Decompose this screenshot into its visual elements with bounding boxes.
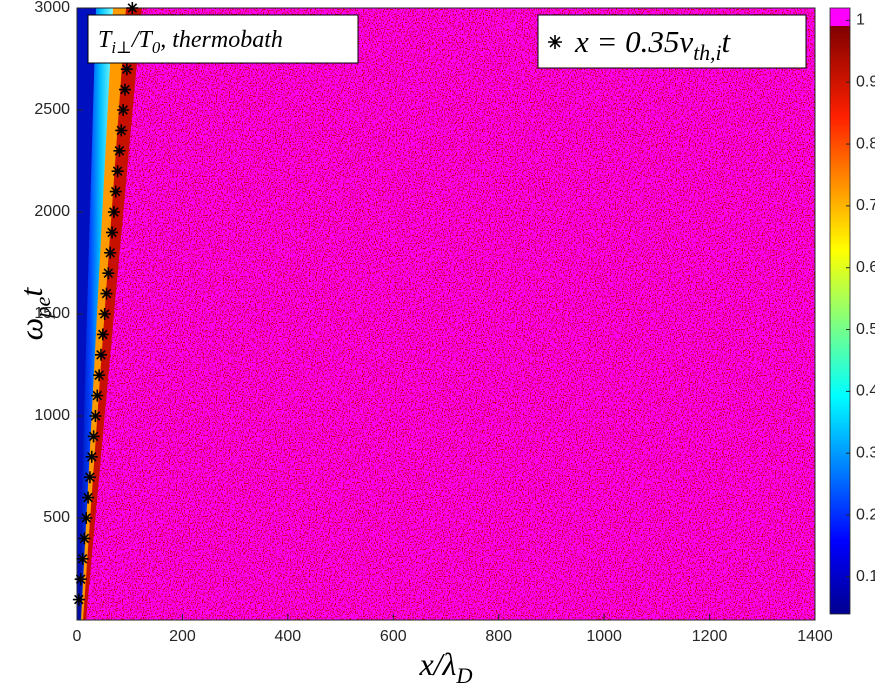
marker (106, 226, 119, 239)
colorbar-tick-label: 0.8 (856, 135, 875, 152)
colorbar-tick-label: 0.5 (856, 321, 875, 338)
marker (89, 410, 102, 422)
marker (126, 2, 139, 14)
y-tick-label: 500 (43, 509, 70, 526)
subscript: 0 (152, 38, 161, 57)
x-tick-label: 0 (73, 628, 82, 645)
y-tick-label: 1500 (34, 305, 70, 322)
marker (87, 430, 100, 443)
subscript: pe (30, 297, 55, 320)
marker (117, 104, 130, 116)
legend-label: x = 0.35vth,it (574, 24, 732, 65)
colorbar-tick-label: 0.4 (856, 383, 875, 400)
marker (113, 144, 126, 157)
y-tick-label: 1000 (34, 407, 70, 424)
marker (85, 450, 98, 463)
marker (102, 267, 115, 280)
x-axis-label: x/λD (418, 646, 472, 688)
marker (94, 348, 107, 361)
colorbar-tick-label: 0.9 (856, 73, 875, 90)
marker (76, 552, 89, 565)
x-tick-label: 400 (275, 628, 302, 645)
marker (82, 491, 95, 504)
marker (78, 532, 91, 545)
text-part: t (13, 287, 49, 297)
text-part: x/λ (418, 646, 456, 682)
x-tick-label: 600 (380, 628, 407, 645)
colorbar (829, 7, 851, 615)
legend-marker (548, 35, 562, 49)
x-tick-label: 800 (485, 628, 512, 645)
heatmap-noise (77, 8, 815, 620)
colorbar-tick-label: 0.3 (856, 444, 875, 461)
marker (93, 369, 106, 382)
colorbar-tick-label: 0.1 (856, 568, 875, 585)
subscript: i⊥ (111, 38, 131, 57)
x-tick-label: 200 (169, 628, 196, 645)
annotation-box (87, 14, 359, 64)
marker (109, 185, 122, 198)
subscript: D (455, 663, 472, 688)
marker (83, 471, 96, 484)
colorbar-tick-label: 0.2 (856, 506, 875, 523)
annotation: Ti⊥/T0, thermobath (98, 27, 283, 57)
x-tick-label: 1400 (797, 628, 833, 645)
colorbar-tick-label: 0.6 (856, 259, 875, 276)
marker (80, 512, 93, 524)
marker (96, 328, 109, 341)
heatmap (77, 8, 815, 620)
text-part: t (722, 24, 732, 59)
marker (72, 593, 85, 606)
subscript: th,i (693, 41, 721, 65)
marker (98, 308, 111, 320)
text-part: x = 0.35v (574, 24, 693, 59)
marker (118, 83, 131, 96)
text-part: ω (13, 318, 49, 341)
colorbar-tick-label: 1 (856, 12, 865, 29)
marker (91, 389, 104, 402)
marker (120, 63, 133, 76)
marker (115, 124, 128, 137)
legend-box (537, 14, 807, 69)
y-tick-label: 2500 (34, 101, 70, 118)
colorbar-tick-label: 0.7 (856, 197, 875, 214)
y-tick-label: 2000 (34, 203, 70, 220)
x-tick-label: 1000 (586, 628, 622, 645)
heatmap-cold-core (77, 8, 96, 620)
text-part: , thermobath (160, 27, 283, 53)
y-axis-label: ωpet (13, 287, 55, 341)
text-part: T (98, 27, 113, 53)
x-tick-label: 1200 (692, 628, 728, 645)
y-tick-label: 3000 (34, 0, 70, 16)
marker (111, 165, 124, 178)
marker (74, 573, 87, 586)
text-part: /T (130, 27, 154, 53)
marker (104, 246, 117, 259)
marker (100, 287, 113, 300)
marker (107, 206, 120, 218)
